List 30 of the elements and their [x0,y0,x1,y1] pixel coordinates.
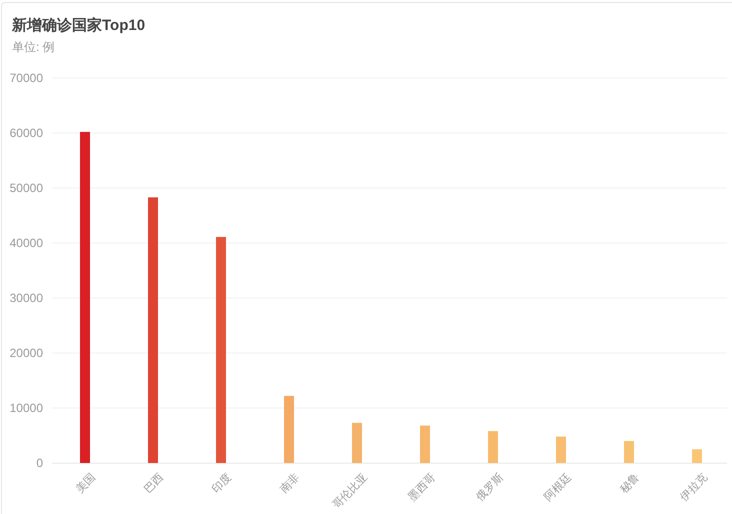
x-tick-label: 哥伦比亚 [330,470,370,512]
bar [488,431,498,463]
bar [556,436,566,463]
bar [284,396,294,463]
y-tick-label: 70000 [10,70,44,85]
bar [692,449,702,463]
y-tick-label: 0 [36,456,44,470]
x-tick-label: 阿根廷 [542,472,574,504]
x-tick-label: 美国 [73,470,98,496]
bar [624,441,634,463]
x-tick-label: 伊拉克 [678,470,710,504]
bar [80,132,90,463]
bar [148,197,158,463]
y-tick-label: 10000 [10,400,44,415]
bar [216,236,226,463]
bar [352,422,362,463]
x-tick-label: 秘鲁 [618,472,642,496]
chart-title: 新增确诊国家Top10 [11,16,146,34]
y-tick-label: 40000 [10,236,44,250]
chart-subtitle: 单位: 例 [12,40,55,54]
y-tick-label: 50000 [10,180,44,195]
y-tick-label: 20000 [10,346,44,360]
x-tick-label: 俄罗斯 [474,470,506,504]
x-tick-label: 巴西 [142,472,166,496]
y-tick-label: 30000 [10,290,44,305]
y-tick-label: 60000 [10,126,44,140]
x-tick-label: 南非 [277,470,302,496]
x-tick-label: 墨西哥 [406,472,438,504]
bar [420,426,430,463]
x-tick-label: 印度 [209,470,234,496]
